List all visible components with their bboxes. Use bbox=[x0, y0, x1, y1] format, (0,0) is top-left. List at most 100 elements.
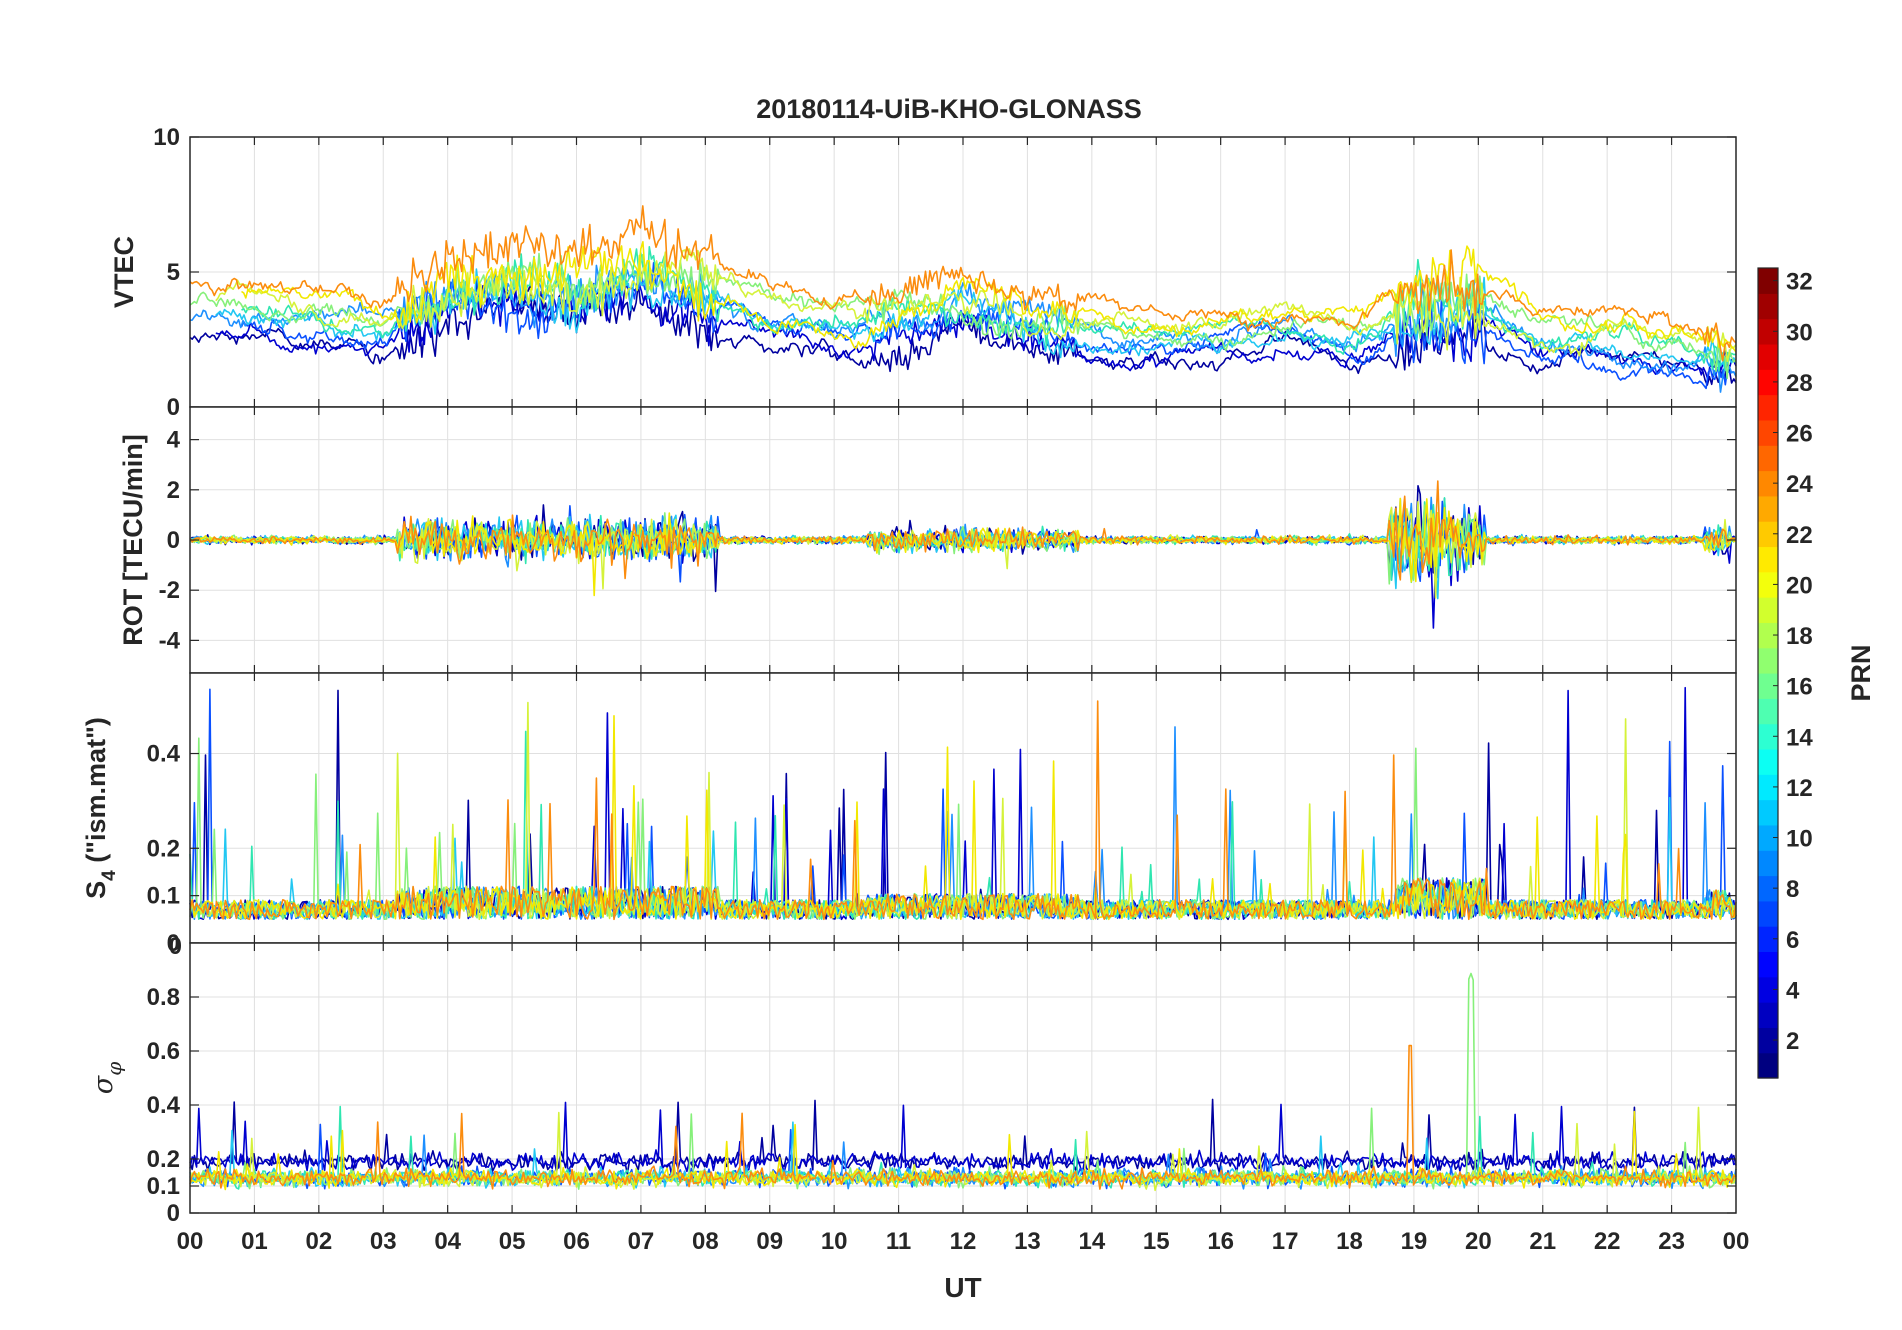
panel-rot: -4 -2 0 2 4 ROT [TECU/min] bbox=[118, 406, 1737, 674]
series-line-prn-23 bbox=[189, 1044, 1737, 1190]
y-tick-label: 2 bbox=[167, 477, 180, 504]
colorbar-band bbox=[1758, 850, 1778, 877]
colorbar-band bbox=[1758, 597, 1778, 623]
y-tick-label: 0 bbox=[167, 527, 180, 554]
colorbar-gradient bbox=[1758, 268, 1778, 1079]
colorbar-band bbox=[1758, 293, 1778, 320]
colorbar-band bbox=[1758, 647, 1778, 674]
colorbar-label: PRN bbox=[1846, 644, 1876, 701]
x-tick-label: 18 bbox=[1336, 1228, 1363, 1255]
y-tick-label: 0.4 bbox=[147, 741, 181, 768]
colorbar-tick-label: 30 bbox=[1786, 319, 1813, 346]
y-tick-label: 0.2 bbox=[147, 835, 180, 862]
colorbar-band bbox=[1758, 926, 1778, 953]
y-tick-label: 0 bbox=[167, 394, 180, 421]
s4-axis-label-main: S bbox=[81, 881, 111, 899]
colorbar-tick-label: 22 bbox=[1786, 522, 1813, 549]
x-tick-label: 16 bbox=[1207, 1228, 1234, 1255]
series-line-prn-23 bbox=[189, 700, 1737, 921]
colorbar-band bbox=[1758, 318, 1778, 345]
colorbar-band bbox=[1758, 445, 1778, 472]
colorbar-band bbox=[1758, 571, 1778, 598]
panel-sigma-phi-ticks: 00.10.2 0.4 0.6 0.8 bbox=[147, 943, 1736, 1227]
series-line-prn-14 bbox=[241, 246, 1737, 372]
colorbar-band bbox=[1758, 774, 1778, 801]
colorbar-band bbox=[1758, 1002, 1778, 1028]
colorbar-band bbox=[1758, 622, 1778, 649]
chart-title: 20180114-UiB-KHO-GLONASS bbox=[756, 94, 1142, 124]
colorbar-band bbox=[1758, 546, 1778, 573]
s4-axis-label-sub: 4 bbox=[99, 870, 120, 881]
series-line-prn-23 bbox=[189, 480, 1737, 581]
x-tick-label: 12 bbox=[950, 1228, 977, 1255]
sigma-axis-label-sub: φ bbox=[102, 1062, 126, 1076]
colorbar-band bbox=[1758, 1052, 1778, 1079]
x-tick-label: 22 bbox=[1594, 1228, 1621, 1255]
colorbar-band bbox=[1758, 875, 1778, 902]
colorbar-tick-label: 24 bbox=[1786, 471, 1813, 498]
y-tick-label: -4 bbox=[159, 627, 181, 654]
s4-axis-label-rest: ("ism.mat") bbox=[81, 717, 111, 870]
y-tick-label: -2 bbox=[159, 577, 180, 604]
x-tick-label: 00 bbox=[177, 1228, 204, 1255]
rot-axis-label: ROT [TECU/min] bbox=[118, 434, 148, 645]
y-tick-label: 10 bbox=[153, 124, 180, 151]
x-tick-label: 00 bbox=[1723, 1228, 1750, 1255]
colorbar-band bbox=[1758, 748, 1778, 775]
x-tick-label: 02 bbox=[305, 1228, 332, 1255]
vtec-axis-label: VTEC bbox=[109, 236, 139, 308]
x-tick-label: 20 bbox=[1465, 1228, 1492, 1255]
x-tick-label: 04 bbox=[434, 1228, 461, 1255]
panel-vtec-lines bbox=[189, 205, 1737, 393]
y-tick-label: 4 bbox=[167, 427, 181, 454]
panel-s4-ticks: 0 0.1 0.2 0.4 bbox=[147, 673, 1736, 957]
colorbar-tick-label: 32 bbox=[1786, 269, 1813, 296]
x-tick-label: 11 bbox=[886, 1228, 911, 1255]
colorbar-band bbox=[1758, 951, 1778, 978]
x-axis-label: UT bbox=[944, 1272, 981, 1303]
colorbar-band bbox=[1758, 470, 1778, 497]
colorbar-tick-label: 18 bbox=[1786, 623, 1813, 650]
colorbar-band bbox=[1758, 723, 1778, 750]
colorbar-band bbox=[1758, 900, 1778, 927]
colorbar-band bbox=[1758, 1027, 1778, 1054]
panel-rot-lines bbox=[189, 480, 1737, 629]
colorbar-tick-label: 14 bbox=[1786, 724, 1813, 751]
x-tick-label: 06 bbox=[563, 1228, 590, 1255]
y-tick-label: 0.4 bbox=[147, 1092, 181, 1119]
series-line-prn-20 bbox=[189, 1110, 1737, 1191]
colorbar-band bbox=[1758, 824, 1778, 851]
x-tick-label: 14 bbox=[1078, 1228, 1105, 1255]
x-tick-label: 03 bbox=[370, 1228, 397, 1255]
y-tick-label: 0.6 bbox=[147, 1038, 180, 1065]
colorbar-band bbox=[1758, 673, 1778, 699]
colorbar-band bbox=[1758, 369, 1778, 396]
series-line-prn-20 bbox=[241, 241, 1737, 353]
colorbar-band bbox=[1758, 976, 1778, 1003]
panel-rot-ticks: -4 -2 0 2 4 bbox=[159, 407, 1736, 673]
x-tick-label: 08 bbox=[692, 1228, 719, 1255]
colorbar-tick-label: 2 bbox=[1786, 1028, 1799, 1055]
panel-s4: 0 0.1 0.2 0.4 0 S4 ("ism.mat") bbox=[81, 672, 1737, 960]
colorbar-frame bbox=[1757, 267, 1779, 1079]
x-tick-label: 23 bbox=[1658, 1228, 1685, 1255]
colorbar-band bbox=[1758, 799, 1778, 826]
y-tick-label: 0.1 bbox=[147, 883, 180, 910]
colorbar-tick-label: 28 bbox=[1786, 370, 1813, 397]
y-tick-label: 5 bbox=[167, 259, 180, 286]
colorbar-band bbox=[1758, 268, 1778, 294]
sigma-phi-axis-label: σφ bbox=[88, 1062, 126, 1094]
x-tick-label: 05 bbox=[499, 1228, 526, 1255]
s4-axis-label: S4 ("ism.mat") bbox=[81, 717, 120, 899]
colorbar-tick-label: 4 bbox=[1786, 977, 1800, 1004]
colorbar-band bbox=[1758, 343, 1778, 370]
series-line-prn-23 bbox=[189, 205, 1737, 362]
colorbar-tick-label: 10 bbox=[1786, 826, 1813, 853]
panel-vtec-ticks: 0 5 10 bbox=[153, 124, 1736, 421]
panel-sigma-phi-lines bbox=[189, 972, 1737, 1192]
colorbar-band bbox=[1758, 495, 1778, 522]
x-tick-label: 10 bbox=[821, 1228, 848, 1255]
x-tick-label: 09 bbox=[756, 1228, 783, 1255]
